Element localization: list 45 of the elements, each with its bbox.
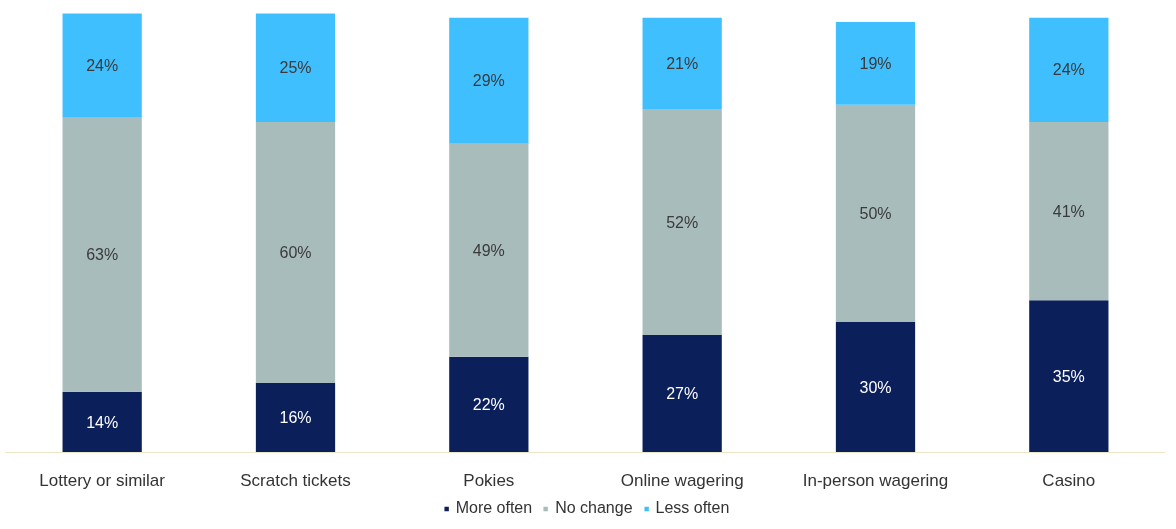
data-label: 25% [279, 59, 312, 77]
data-label: 35% [1052, 367, 1085, 385]
data-label: 41% [1052, 202, 1085, 220]
data-label: 60% [279, 244, 312, 261]
data-label: 22% [472, 396, 505, 414]
data-label: 50% [859, 204, 892, 222]
bar [642, 17, 722, 110]
bar [642, 109, 722, 336]
legend-label: Less often [655, 499, 730, 517]
x-tick-label: Lottery or similar [39, 470, 166, 490]
x-tick-label: Online wagering [620, 470, 744, 490]
data-label: 16% [279, 409, 312, 427]
data-label: 63% [86, 246, 119, 264]
bar [255, 382, 336, 453]
data-label: 24% [86, 57, 119, 75]
data-label: 49% [472, 241, 505, 259]
bar [449, 143, 529, 357]
bar [62, 13, 142, 118]
bar [642, 335, 722, 453]
data-label: 24% [1052, 61, 1085, 79]
bar [449, 17, 529, 144]
x-tick-label: Scratch tickets [240, 470, 351, 490]
bar [1029, 122, 1109, 301]
bar [1029, 300, 1109, 453]
data-label: 19% [859, 54, 892, 72]
bar [1029, 17, 1109, 123]
bar [835, 22, 916, 105]
data-label: 30% [859, 378, 892, 396]
legend-label: No change [555, 499, 633, 517]
bar [255, 13, 336, 123]
data-label: 52% [666, 213, 699, 231]
x-tick-label: In-person wagering [802, 470, 949, 490]
x-tick-label: Casino [1042, 470, 1096, 490]
bar [62, 391, 142, 453]
data-label: 27% [666, 385, 699, 403]
x-tick-label: Pokies [463, 470, 515, 490]
bar [62, 117, 142, 392]
data-label: 29% [472, 72, 505, 90]
data-label: 21% [666, 54, 699, 72]
legend-label: More often [455, 499, 533, 517]
bar [255, 122, 336, 383]
bar [449, 356, 529, 453]
data-label: 14% [86, 413, 119, 431]
bar [835, 104, 916, 323]
bar [835, 322, 916, 453]
